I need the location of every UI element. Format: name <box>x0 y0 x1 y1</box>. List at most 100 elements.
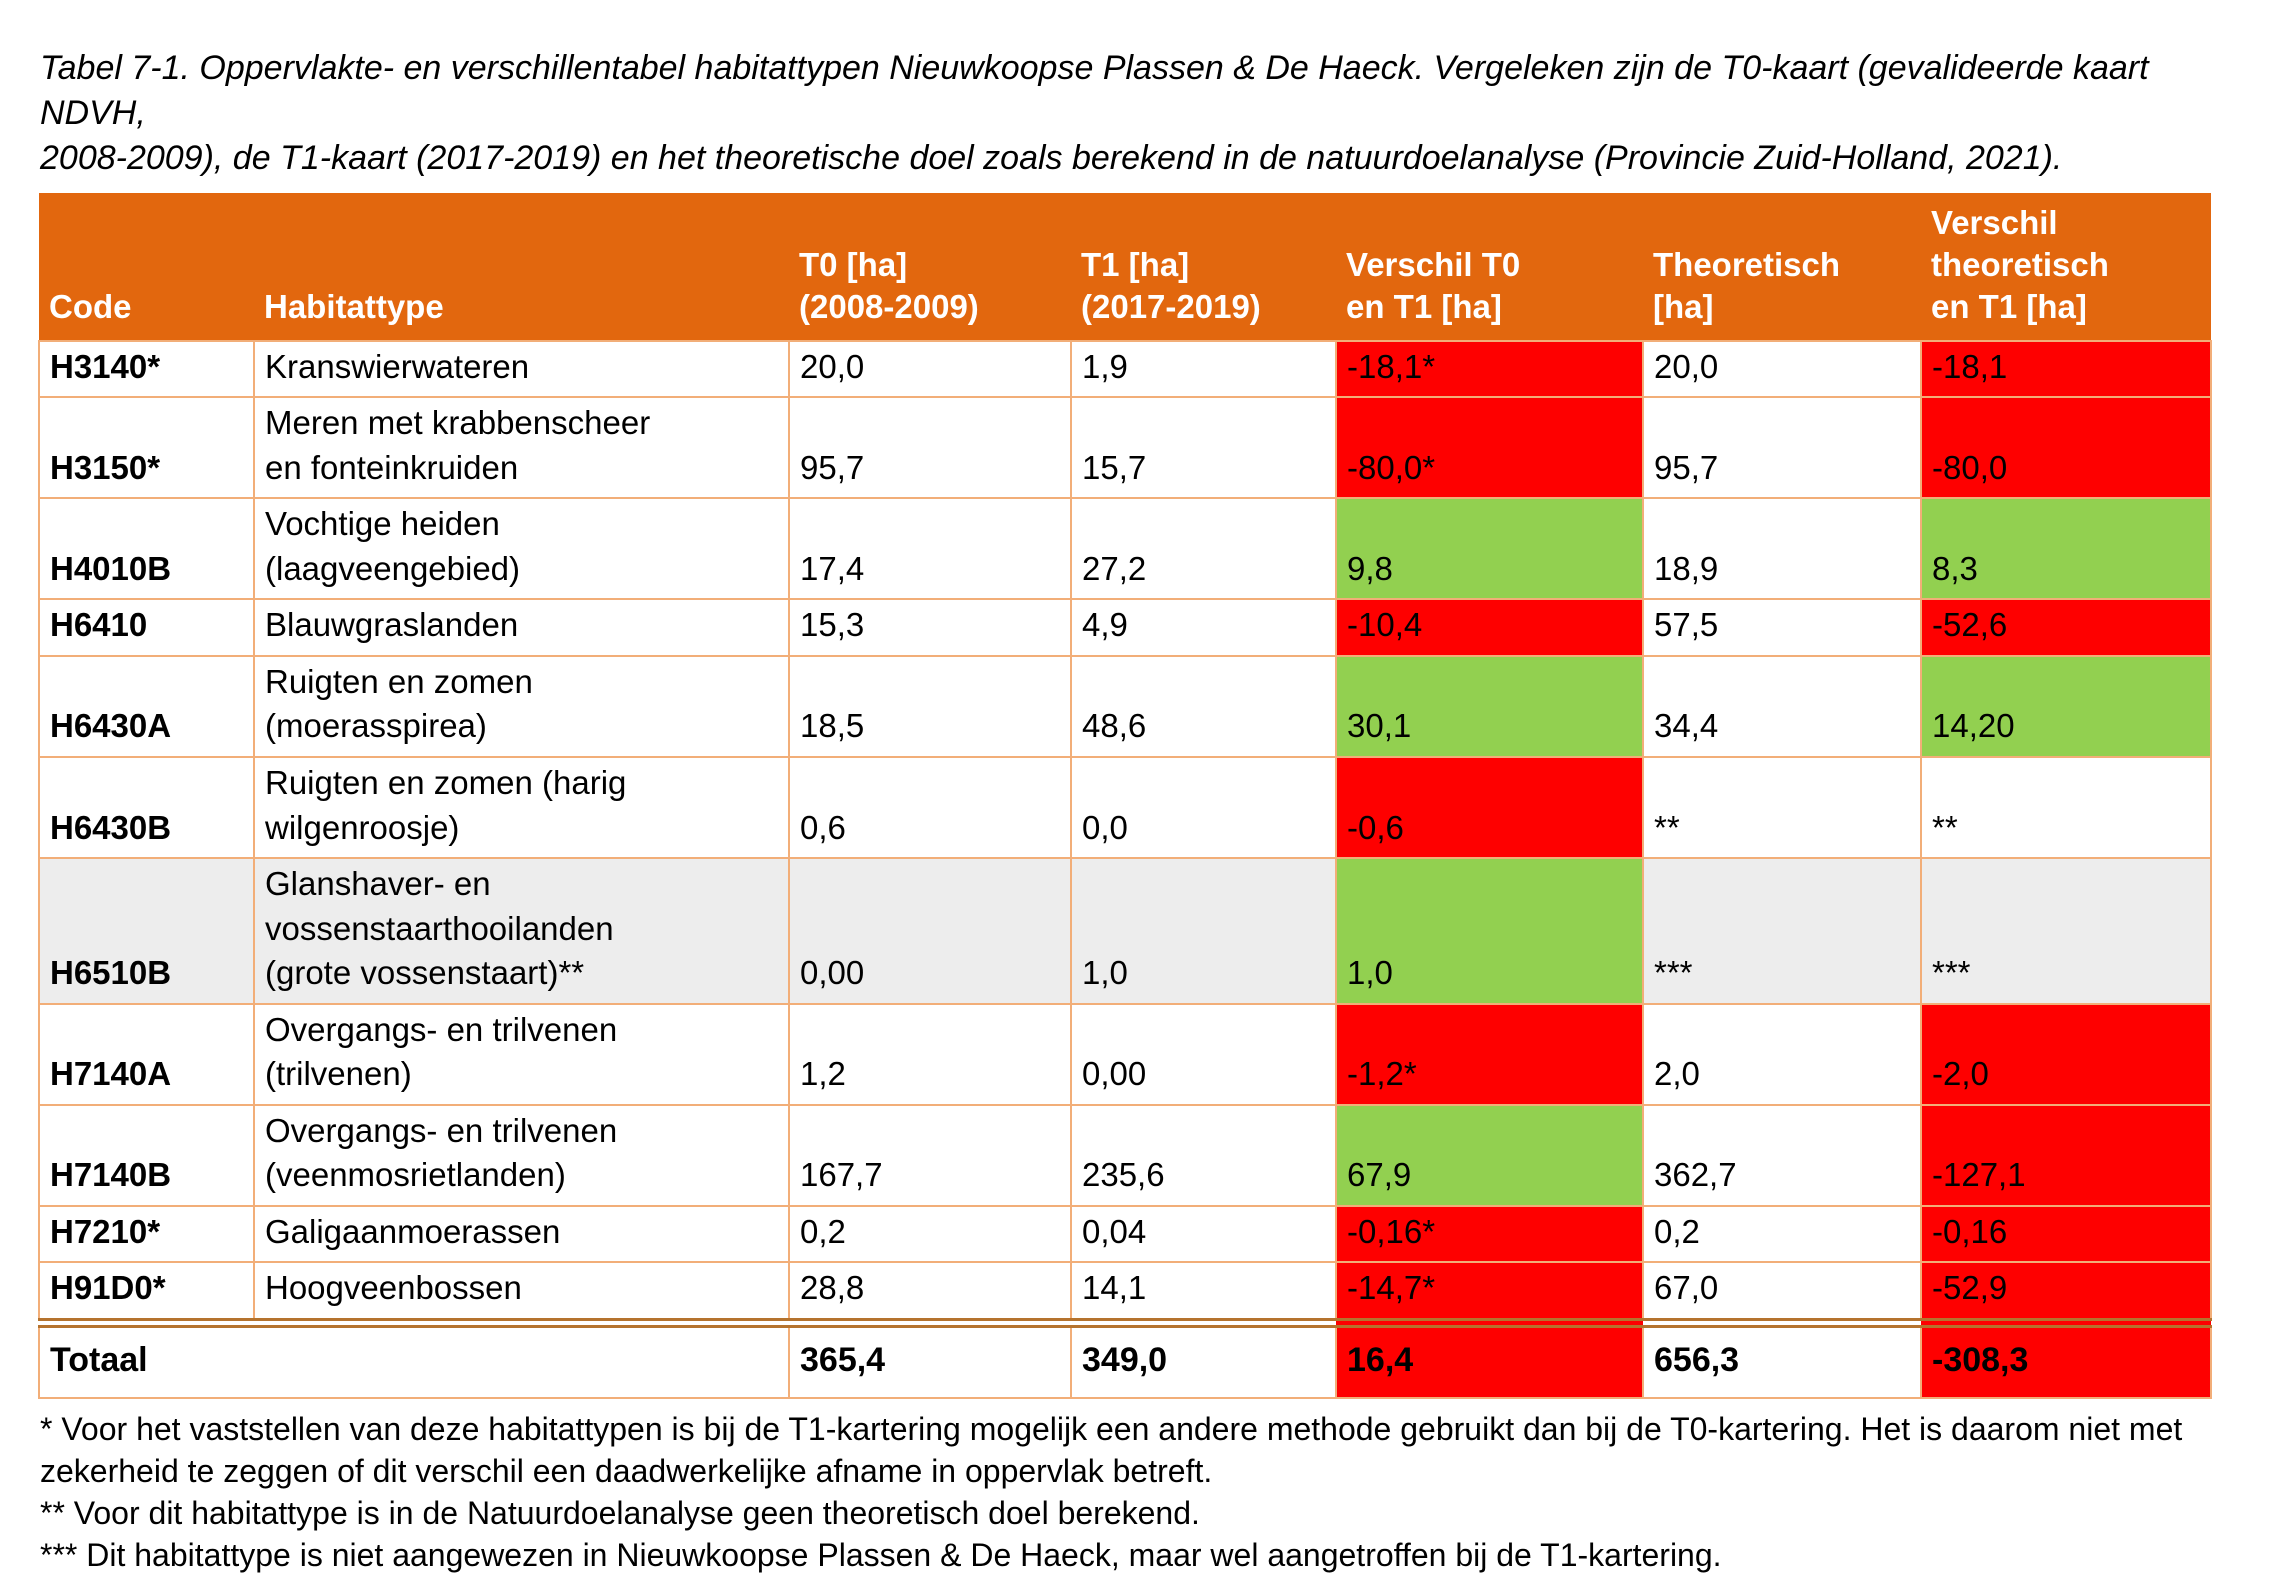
cell-verschil-t0-t1: -1,2* <box>1335 1002 1644 1106</box>
cell-habitattype: Ruigten en zomen (moerasspirea) <box>253 654 790 759</box>
footnotes: * Voor het vaststellen van deze habitatt… <box>40 1409 2247 1577</box>
total-row: Totaal 365,4 349,0 16,4 656,3 -308,3 <box>38 1318 2212 1399</box>
cell-total-verschil-theoretisch-t1: -308,3 <box>1920 1318 2212 1399</box>
cell-verschil-theoretisch-t1: -52,9 <box>1920 1261 2212 1325</box>
cell-t0: 0,6 <box>788 755 1072 860</box>
cell-verschil-t0-t1: 1,0 <box>1335 857 1644 1005</box>
cell-total-theoretisch: 656,3 <box>1642 1318 1922 1399</box>
cell-t0: 17,4 <box>788 497 1072 601</box>
cell-habitattype: Ruigten en zomen (harig wilgenroosje) <box>253 755 790 860</box>
cell-theoretisch: 95,7 <box>1642 396 1922 500</box>
cell-verschil-t0-t1: 30,1 <box>1335 654 1644 759</box>
cell-verschil-theoretisch-t1: 14,20 <box>1920 654 2212 759</box>
cell-habitattype: Overgangs- en trilvenen (trilvenen) <box>253 1002 790 1106</box>
table-row: H7140B Overgangs- en trilvenen (veenmosr… <box>38 1103 2212 1207</box>
cell-verschil-theoretisch-t1: -52,6 <box>1920 598 2212 657</box>
cell-verschil-t0-t1: 67,9 <box>1335 1103 1644 1207</box>
cell-theoretisch: 34,4 <box>1642 654 1922 759</box>
cell-t0: 95,7 <box>788 396 1072 500</box>
column-header-code: Code <box>39 192 254 341</box>
cell-theoretisch: 0,2 <box>1642 1204 1922 1264</box>
cell-code: H6410 <box>38 598 255 657</box>
cell-code: H7210* <box>38 1204 255 1264</box>
cell-t1: 1,0 <box>1070 857 1337 1005</box>
cell-verschil-theoretisch-t1: 8,3 <box>1920 497 2212 601</box>
cell-verschil-t0-t1: -0,6 <box>1335 755 1644 860</box>
cell-verschil-t0-t1: -10,4 <box>1335 598 1644 657</box>
table-row: H6430B Ruigten en zomen (harig wilgenroo… <box>38 755 2212 860</box>
footnote-2: ** Voor dit habitattype is in de Natuurd… <box>40 1494 1200 1531</box>
cell-code: H6510B <box>38 857 255 1005</box>
cell-theoretisch: 67,0 <box>1642 1261 1922 1325</box>
cell-t1: 235,6 <box>1070 1103 1337 1207</box>
cell-code: H6430B <box>38 755 255 860</box>
habitat-table: Code Habitattype T0 [ha] (2008-2009) T1 … <box>38 192 2212 1399</box>
cell-t1: 0,0 <box>1070 755 1337 860</box>
cell-habitattype: Overgangs- en trilvenen (veenmosrietland… <box>253 1103 790 1207</box>
cell-verschil-theoretisch-t1: -0,16 <box>1920 1204 2212 1264</box>
table-row: H4010B Vochtige heiden (laagveengebied) … <box>38 497 2212 601</box>
cell-verschil-theoretisch-t1: -127,1 <box>1920 1103 2212 1207</box>
cell-code: H6430A <box>38 654 255 759</box>
cell-total-verschil-t0-t1: 16,4 <box>1335 1318 1644 1399</box>
cell-t1: 0,00 <box>1070 1002 1337 1106</box>
cell-verschil-t0-t1: -0,16* <box>1335 1204 1644 1264</box>
cell-t1: 27,2 <box>1070 497 1337 601</box>
table-row: H6430A Ruigten en zomen (moerasspirea) 1… <box>38 654 2212 759</box>
cell-verschil-t0-t1: -14,7* <box>1335 1261 1644 1325</box>
cell-t1: 15,7 <box>1070 396 1337 500</box>
cell-code: H7140A <box>38 1002 255 1106</box>
footnote-1: * Voor het vaststellen van deze habitatt… <box>40 1410 2183 1489</box>
cell-habitattype: Galigaanmoerassen <box>253 1204 790 1264</box>
cell-t0: 28,8 <box>788 1261 1072 1325</box>
page: { "caption": "Tabel 7-1. Oppervlakte- en… <box>0 46 2277 1573</box>
table-row: H7210* Galigaanmoerassen 0,2 0,04 -0,16*… <box>38 1204 2212 1264</box>
cell-theoretisch: 57,5 <box>1642 598 1922 657</box>
table-row: H7140A Overgangs- en trilvenen (trilvene… <box>38 1002 2212 1106</box>
cell-verschil-t0-t1: 9,8 <box>1335 497 1644 601</box>
cell-code: H3140* <box>38 339 255 399</box>
table-caption: Tabel 7-1. Oppervlakte- en verschillenta… <box>40 49 2149 177</box>
cell-theoretisch: 2,0 <box>1642 1002 1922 1106</box>
cell-habitattype: Kranswierwateren <box>253 339 790 399</box>
cell-code: H3150* <box>38 396 255 500</box>
cell-verschil-t0-t1: -80,0* <box>1335 396 1644 500</box>
cell-verschil-t0-t1: -18,1* <box>1335 339 1644 399</box>
header-row: Code Habitattype T0 [ha] (2008-2009) T1 … <box>39 192 2211 341</box>
cell-t0: 20,0 <box>788 339 1072 399</box>
cell-habitattype: Vochtige heiden (laagveengebied) <box>253 497 790 601</box>
column-header-t1: T1 [ha] (2017-2019) <box>1071 192 1336 341</box>
cell-t0: 18,5 <box>788 654 1072 759</box>
cell-theoretisch: 20,0 <box>1642 339 1922 399</box>
cell-theoretisch: ** <box>1642 755 1922 860</box>
cell-t1: 1,9 <box>1070 339 1337 399</box>
cell-total-t1: 349,0 <box>1070 1318 1337 1399</box>
cell-habitattype: Hoogveenbossen <box>253 1261 790 1325</box>
cell-t0: 15,3 <box>788 598 1072 657</box>
footnote-3: *** Dit habitattype is niet aangewezen i… <box>40 1536 1722 1573</box>
cell-t0: 167,7 <box>788 1103 1072 1207</box>
cell-t1: 0,04 <box>1070 1204 1337 1264</box>
cell-total-label: Totaal <box>38 1318 790 1399</box>
cell-total-t0: 365,4 <box>788 1318 1072 1399</box>
column-header-t0: T0 [ha] (2008-2009) <box>789 192 1071 341</box>
cell-theoretisch: 18,9 <box>1642 497 1922 601</box>
table-header: Code Habitattype T0 [ha] (2008-2009) T1 … <box>39 192 2211 341</box>
cell-verschil-theoretisch-t1: ** <box>1920 755 2212 860</box>
cell-code: H7140B <box>38 1103 255 1207</box>
cell-t0: 0,00 <box>788 857 1072 1005</box>
cell-verschil-theoretisch-t1: -80,0 <box>1920 396 2212 500</box>
cell-habitattype: Meren met krabbenscheer en fonteinkruide… <box>253 396 790 500</box>
cell-code: H4010B <box>38 497 255 601</box>
cell-verschil-theoretisch-t1: -18,1 <box>1920 339 2212 399</box>
column-header-habitattype: Habitattype <box>254 192 789 341</box>
cell-habitattype: Blauwgraslanden <box>253 598 790 657</box>
column-header-theoretisch: Theoretisch [ha] <box>1643 192 1921 341</box>
column-header-verschil-theoretisch-t1: Verschil theoretisch en T1 [ha] <box>1921 192 2211 341</box>
table-row: H6410 Blauwgraslanden 15,3 4,9 -10,4 57,… <box>38 598 2212 657</box>
cell-t0: 0,2 <box>788 1204 1072 1264</box>
cell-theoretisch: *** <box>1642 857 1922 1005</box>
cell-code: H91D0* <box>38 1261 255 1325</box>
cell-habitattype: Glanshaver- en vossenstaarthooilanden (g… <box>253 857 790 1005</box>
table-row: H3150* Meren met krabbenscheer en fontei… <box>38 396 2212 500</box>
